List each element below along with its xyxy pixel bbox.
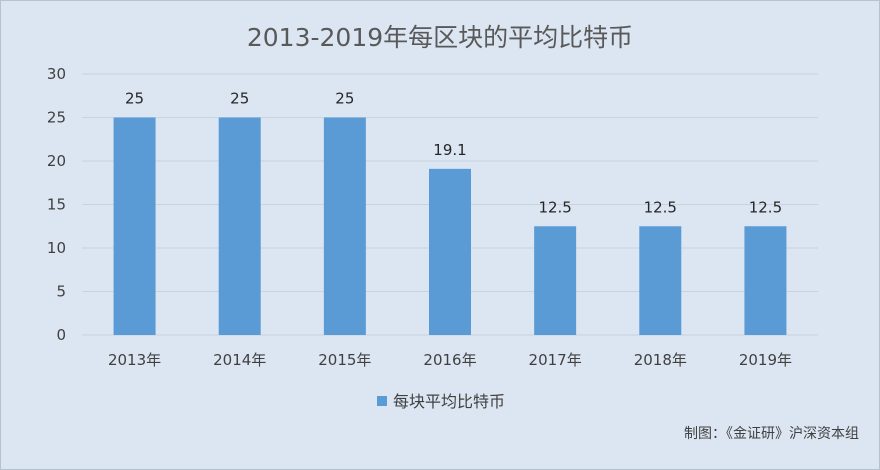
data-label: 12.5 <box>538 198 571 216</box>
data-label: 12.5 <box>749 198 782 216</box>
x-tick-label: 2018年 <box>634 351 687 369</box>
data-label: 12.5 <box>644 198 677 216</box>
y-tick-label: 15 <box>47 196 66 214</box>
data-label: 25 <box>335 90 354 108</box>
y-tick-label: 25 <box>47 109 66 127</box>
y-tick-label: 10 <box>47 239 66 257</box>
bar <box>218 117 261 335</box>
x-tick-label: 2013年 <box>108 351 161 369</box>
y-axis-ticks: 0 5 10 15 20 25 30 <box>47 65 66 344</box>
x-tick-label: 2016年 <box>423 351 476 369</box>
source-note: 制图：《金证研》沪深资本组 <box>684 426 859 442</box>
y-tick-label: 30 <box>47 65 66 83</box>
bars <box>113 117 787 335</box>
bar <box>639 226 682 335</box>
data-labels: 25 25 25 19.1 12.5 12.5 12.5 <box>125 90 782 217</box>
data-label: 19.1 <box>433 141 466 159</box>
data-label: 25 <box>125 90 144 108</box>
y-tick-label: 0 <box>56 326 66 344</box>
x-tick-label: 2017年 <box>529 351 582 369</box>
y-tick-label: 5 <box>56 283 66 301</box>
bar <box>534 226 577 335</box>
y-tick-label: 20 <box>47 152 66 170</box>
legend-swatch <box>377 396 387 406</box>
legend-label: 每块平均比特币 <box>393 392 505 411</box>
bar <box>744 226 787 335</box>
x-tick-label: 2015年 <box>318 351 371 369</box>
x-axis-ticks: 2013年 2014年 2015年 2016年 2017年 2018年 2019年 <box>108 351 792 369</box>
x-tick-label: 2014年 <box>213 351 266 369</box>
bar <box>323 117 366 335</box>
chart-title: 2013-2019年每区块的平均比特币 <box>247 23 633 52</box>
legend: 每块平均比特币 <box>377 392 505 411</box>
x-tick-label: 2019年 <box>739 351 792 369</box>
bar <box>429 168 471 335</box>
data-label: 25 <box>230 90 249 108</box>
bar <box>113 117 156 335</box>
